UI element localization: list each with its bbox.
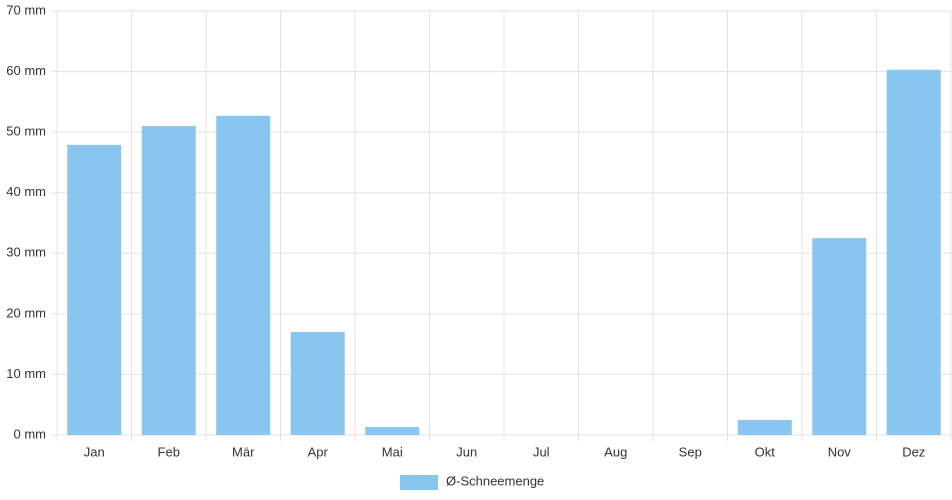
x-tick-label: Dez <box>902 444 925 459</box>
bar <box>886 69 941 436</box>
legend-label: Ø-Schneemenge <box>446 473 544 488</box>
x-tick-label: Jan <box>84 444 105 459</box>
legend-swatch <box>400 475 438 490</box>
x-tick-label: Mär <box>232 444 255 459</box>
x-tick-label: Jul <box>533 444 550 459</box>
bar <box>737 419 792 435</box>
y-tick-label: 60 mm <box>6 63 46 78</box>
bar <box>290 332 345 435</box>
bar <box>365 427 420 435</box>
y-tick-label: 30 mm <box>6 245 46 260</box>
bar <box>67 144 122 435</box>
y-tick-label: 0 mm <box>14 426 47 441</box>
x-tick-label: Mai <box>382 444 403 459</box>
x-tick-label: Feb <box>158 444 180 459</box>
bar <box>812 238 867 435</box>
x-tick-label: Apr <box>308 444 329 459</box>
y-tick-label: 70 mm <box>6 2 46 17</box>
x-tick-label: Jun <box>456 444 477 459</box>
x-tick-label: Aug <box>604 444 627 459</box>
x-tick-label: Nov <box>828 444 852 459</box>
y-tick-label: 10 mm <box>6 366 46 381</box>
bar <box>216 115 271 435</box>
x-tick-label: Okt <box>755 444 776 459</box>
y-tick-label: 50 mm <box>6 124 46 139</box>
bar <box>141 126 196 435</box>
x-tick-label: Sep <box>679 444 702 459</box>
y-tick-label: 40 mm <box>6 184 46 199</box>
y-tick-label: 20 mm <box>6 305 46 320</box>
